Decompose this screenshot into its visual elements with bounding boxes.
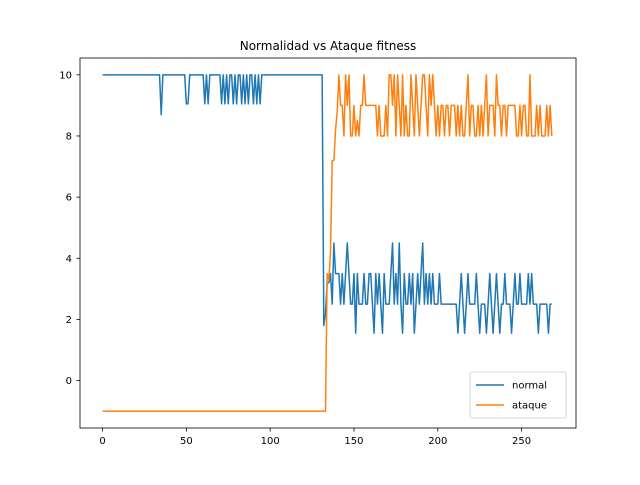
x-tick-label: 200 (428, 436, 447, 447)
x-axis: 0 50 100 150 200 250 (99, 428, 531, 447)
x-tick-label: 150 (344, 436, 363, 447)
axes-frame (79, 57, 577, 429)
y-tick-label: 4 (66, 254, 72, 265)
series-line-normal (102, 74, 552, 334)
y-axis: 0 2 4 6 8 10 (59, 70, 80, 387)
y-tick-label: 10 (59, 70, 72, 81)
x-tick-label: 250 (512, 436, 531, 447)
legend-label-normal: normal (512, 381, 547, 392)
y-tick-label: 2 (66, 315, 72, 326)
series-layer (102, 74, 553, 412)
legend-label-ataque: ataque (512, 401, 547, 412)
chart-title: Normalidad vs Ataque fitness (240, 39, 417, 53)
y-tick-label: 8 (66, 131, 72, 142)
legend: normal ataque (469, 371, 567, 419)
x-tick-label: 50 (180, 436, 193, 447)
y-tick-label: 6 (66, 193, 72, 204)
series-line-ataque (102, 74, 553, 412)
legend-box (469, 371, 567, 419)
y-tick-label: 0 (66, 376, 72, 387)
x-tick-label: 0 (99, 436, 105, 447)
x-tick-label: 100 (261, 436, 280, 447)
